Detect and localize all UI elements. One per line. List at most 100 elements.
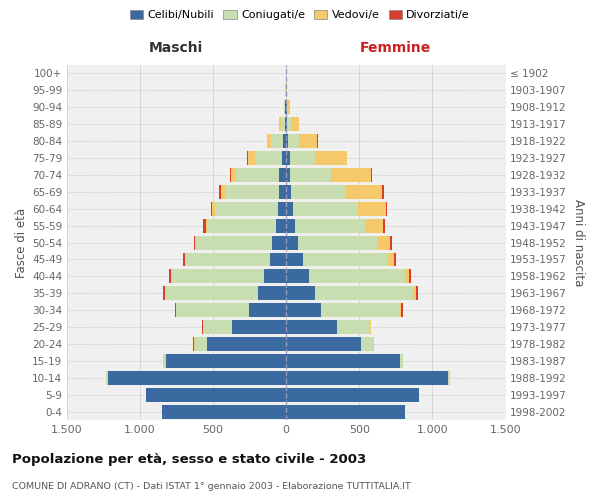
Bar (220, 185, 221, 199)
Bar (107, 371, 286, 385)
Bar (250, 304, 286, 317)
Bar (276, 218, 286, 232)
Bar (232, 320, 286, 334)
Bar (295, 218, 365, 232)
Bar (314, 151, 347, 165)
Bar (390, 236, 392, 250)
Bar (268, 134, 271, 148)
Bar (361, 337, 373, 351)
Bar (286, 185, 291, 199)
Bar (290, 151, 314, 165)
Bar (280, 168, 286, 182)
Bar (371, 168, 372, 182)
Bar (248, 151, 254, 165)
Bar (169, 270, 172, 283)
Bar (172, 270, 264, 283)
Bar (299, 134, 317, 148)
Legend: Celibi/Nubili, Coniugati/e, Vedovi/e, Divorziati/e: Celibi/Nubili, Coniugati/e, Vedovi/e, Di… (125, 6, 475, 25)
Bar (286, 388, 419, 402)
Bar (286, 371, 448, 385)
Text: Femmine: Femmine (360, 41, 431, 55)
Bar (286, 151, 290, 165)
Bar (382, 185, 384, 199)
Bar (404, 270, 409, 283)
Bar (231, 168, 236, 182)
Bar (383, 218, 385, 232)
Bar (176, 304, 250, 317)
Bar (211, 202, 212, 215)
Bar (163, 286, 165, 300)
Bar (285, 118, 286, 131)
Bar (286, 286, 316, 300)
Bar (303, 252, 388, 266)
Bar (215, 202, 278, 215)
Bar (346, 185, 382, 199)
Bar (365, 218, 383, 232)
Bar (310, 270, 404, 283)
Bar (286, 218, 295, 232)
Bar (272, 236, 286, 250)
Bar (236, 168, 280, 182)
Bar (281, 118, 285, 131)
Bar (358, 202, 386, 215)
Bar (264, 270, 286, 283)
Bar (203, 218, 206, 232)
Bar (175, 304, 176, 317)
Bar (291, 118, 299, 131)
Bar (448, 371, 449, 385)
Bar (400, 304, 401, 317)
Bar (409, 270, 412, 283)
Bar (278, 202, 286, 215)
Text: Popolazione per età, sesso e stato civile - 2003: Popolazione per età, sesso e stato civil… (12, 452, 366, 466)
Bar (163, 354, 166, 368)
Bar (212, 202, 215, 215)
Bar (194, 236, 196, 250)
Bar (331, 168, 371, 182)
Bar (400, 354, 403, 368)
Bar (254, 151, 281, 165)
Bar (286, 304, 321, 317)
Bar (286, 354, 400, 368)
Bar (286, 134, 288, 148)
Bar (337, 320, 370, 334)
Bar (291, 185, 346, 199)
Bar (271, 134, 283, 148)
Bar (286, 236, 298, 250)
Bar (207, 337, 286, 351)
Bar (377, 236, 390, 250)
Bar (161, 404, 286, 418)
Bar (293, 202, 358, 215)
Bar (388, 252, 394, 266)
Bar (194, 337, 207, 351)
Bar (258, 286, 286, 300)
Bar (207, 218, 276, 232)
Bar (290, 168, 331, 182)
Bar (185, 252, 270, 266)
Bar (288, 134, 299, 148)
Bar (287, 100, 288, 114)
Bar (281, 151, 286, 165)
Bar (288, 100, 290, 114)
Bar (386, 202, 388, 215)
Y-axis label: Fasce di età: Fasce di età (15, 208, 28, 278)
Bar (298, 236, 377, 250)
Text: COMUNE DI ADRANO (CT) - Dati ISTAT 1° gennaio 2003 - Elaborazione TUTTITALIA.IT: COMUNE DI ADRANO (CT) - Dati ISTAT 1° ge… (12, 482, 411, 491)
Bar (279, 185, 286, 199)
Bar (196, 236, 272, 250)
Bar (286, 270, 310, 283)
Text: Maschi: Maschi (149, 41, 203, 55)
Bar (286, 252, 303, 266)
Bar (184, 252, 185, 266)
Bar (270, 252, 286, 266)
Bar (286, 118, 287, 131)
Bar (416, 286, 418, 300)
Bar (203, 320, 232, 334)
Bar (394, 252, 396, 266)
Bar (221, 185, 224, 199)
Bar (286, 168, 290, 182)
Bar (206, 218, 207, 232)
Bar (286, 337, 361, 351)
Bar (224, 185, 279, 199)
Bar (146, 388, 286, 402)
Y-axis label: Anni di nascita: Anni di nascita (572, 199, 585, 286)
